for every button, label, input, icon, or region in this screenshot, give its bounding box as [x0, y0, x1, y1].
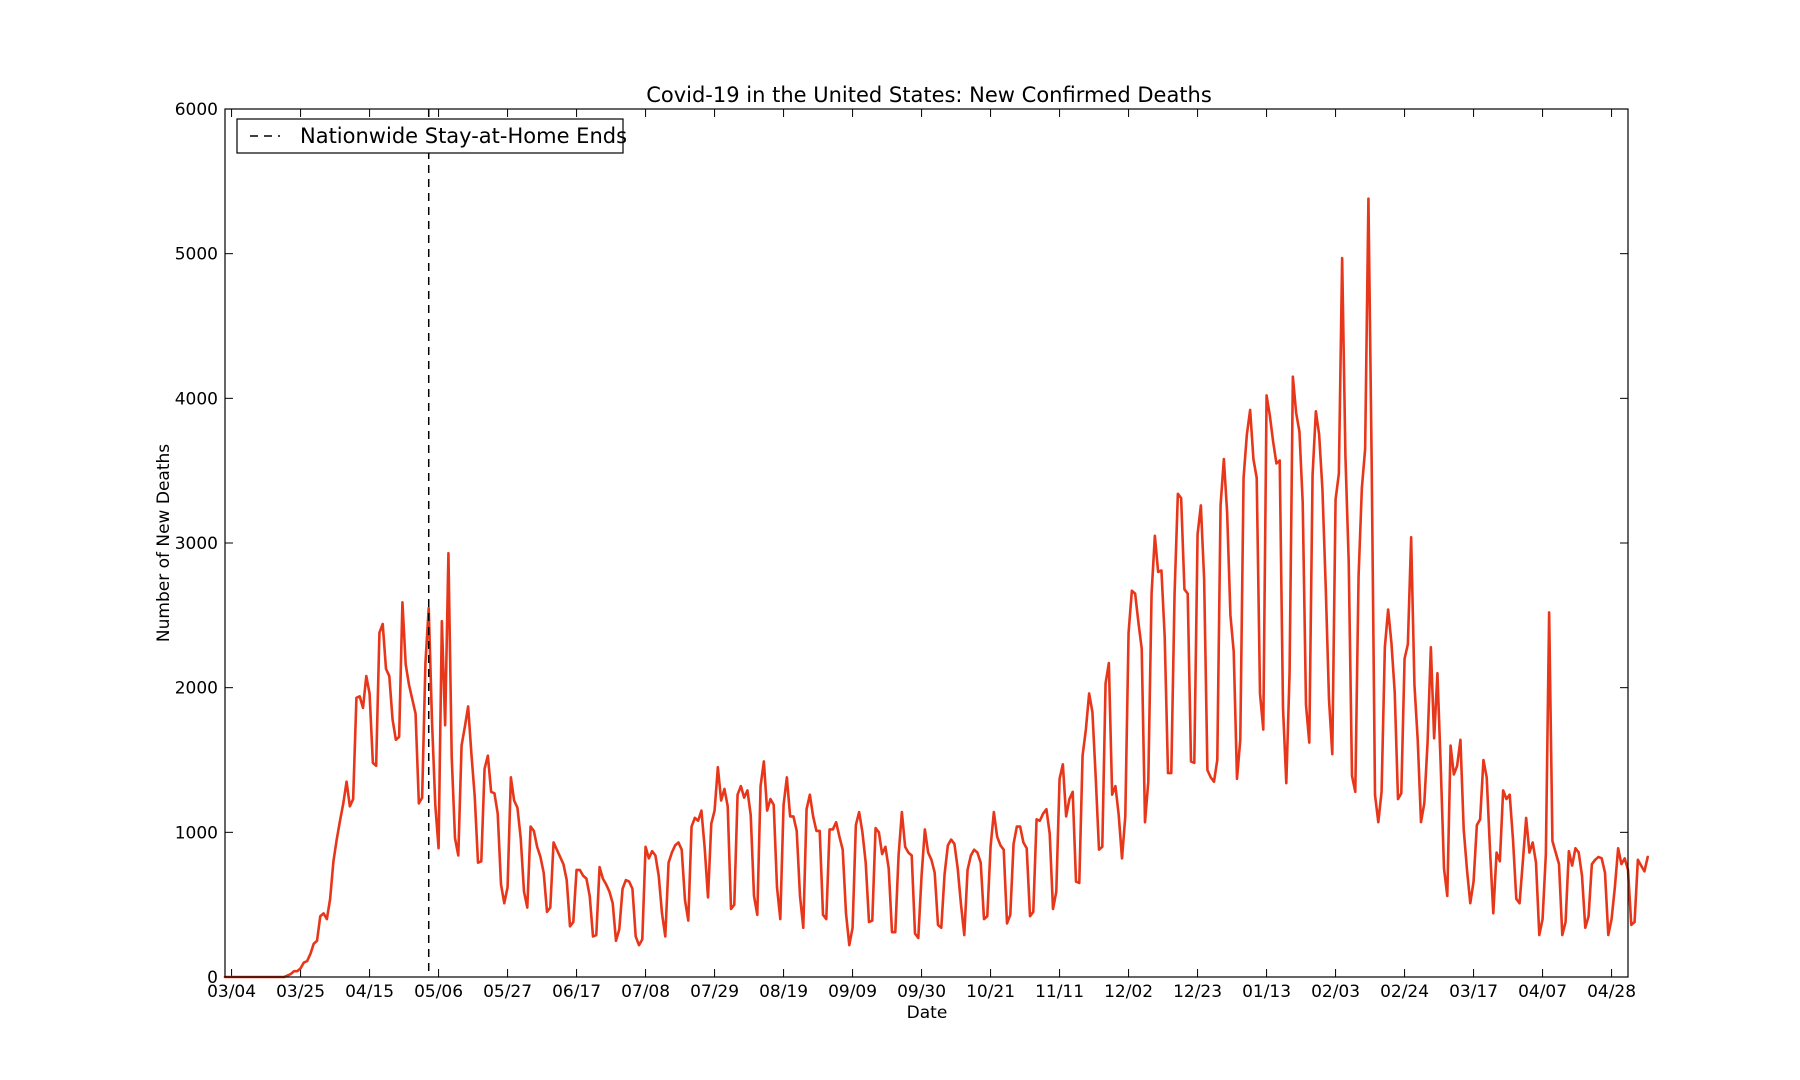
x-tick-label: 07/08: [621, 982, 670, 1002]
x-axis-label: Date: [907, 1003, 948, 1023]
x-tick-label: 03/04: [207, 982, 256, 1002]
x-tick-label: 05/06: [414, 982, 463, 1002]
x-tick-label: 02/03: [1311, 982, 1360, 1002]
x-axis: 03/04 03/25 04/15 05/06 05/27 06/17 07/08 07/29…: [207, 109, 1636, 1002]
x-tick-label: 05/27: [483, 982, 532, 1002]
x-tick-label: 12/23: [1173, 982, 1222, 1002]
x-tick-label: 03/25: [276, 982, 325, 1002]
x-tick-label: 01/13: [1242, 982, 1291, 1002]
y-tick-label: 5000: [175, 245, 218, 265]
y-tick-label: 4000: [175, 389, 218, 409]
x-tick-label: 09/30: [897, 982, 946, 1002]
legend-box: [236, 118, 624, 154]
y-axis-label: Number of New Deaths: [154, 444, 174, 642]
chart-title: Covid-19 in the United States: New Confi…: [646, 83, 1212, 107]
plot-frame: [224, 108, 1629, 978]
x-tick-label: 06/17: [552, 982, 601, 1002]
y-tick-label: 2000: [175, 679, 218, 699]
x-tick-label: 07/29: [690, 982, 739, 1002]
y-tick-label: 3000: [175, 534, 218, 554]
legend: Nationwide Stay-at-Home Ends: [236, 118, 627, 154]
x-tick-label: 04/15: [345, 982, 394, 1002]
x-tick-label: 04/28: [1587, 982, 1636, 1002]
y-tick-label: 0: [207, 968, 218, 988]
series-line: [223, 197, 1650, 979]
x-tick-label: 08/19: [759, 982, 808, 1002]
x-tick-label: 10/21: [966, 982, 1015, 1002]
y-axis: 0 1000 2000 3000 4000 5000 6000: [175, 100, 1628, 988]
x-tick-label: 12/02: [1104, 982, 1153, 1002]
x-tick-label: 11/11: [1035, 982, 1084, 1002]
x-tick-label: 04/07: [1518, 982, 1567, 1002]
y-tick-label: 6000: [175, 100, 218, 120]
series-layer: [223, 197, 1650, 979]
x-tick-label: 03/17: [1449, 982, 1498, 1002]
y-tick-label: 1000: [175, 823, 218, 843]
x-tick-label: 09/09: [828, 982, 877, 1002]
legend-label: Nationwide Stay-at-Home Ends: [300, 124, 627, 148]
x-tick-label: 02/24: [1380, 982, 1429, 1002]
